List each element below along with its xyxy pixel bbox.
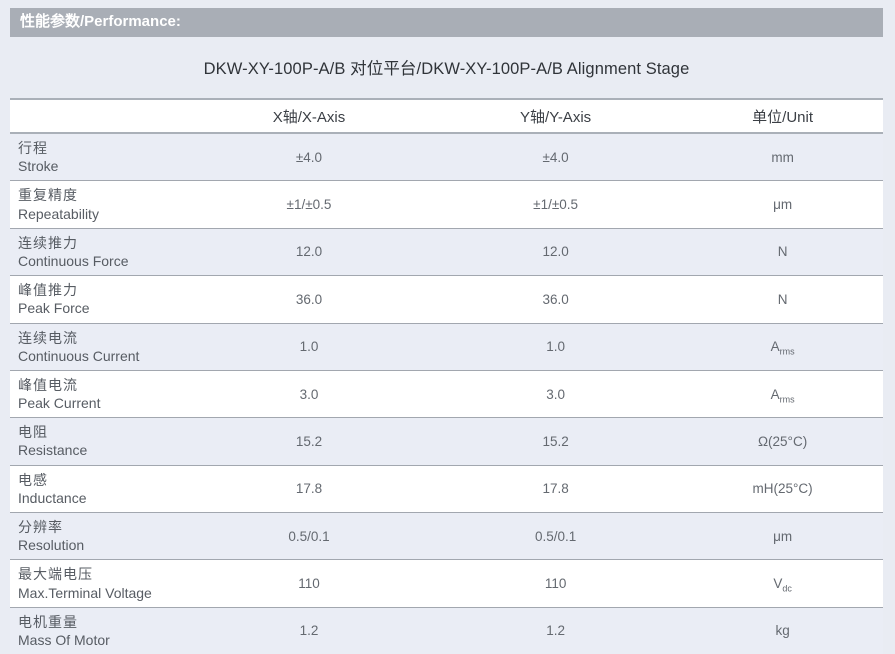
table-row: 电感 Inductance 17.8 17.8 mH(25°C) — [10, 464, 883, 513]
unit-text: μm — [773, 197, 793, 213]
x-axis-value-cell: 15.2 — [188, 417, 430, 466]
column-header-y-axis: Y轴/Y-Axis — [429, 98, 683, 134]
y-axis-value-cell: 1.0 — [429, 322, 683, 371]
parameter-name-zh: 连续电流 — [18, 329, 78, 346]
x-axis-value-cell: 36.0 — [188, 275, 430, 323]
y-axis-value-cell: 110 — [429, 559, 683, 608]
parameter-name-cell: 行程 Stroke — [10, 132, 189, 181]
table-row: 分辨率 Resolution 0.5/0.1 0.5/0.1 μm — [10, 511, 883, 560]
parameter-name-en: Peak Force — [18, 300, 90, 317]
table-row: 连续推力 Continuous Force 12.0 12.0 N — [10, 227, 883, 276]
table-row: 重复精度 Repeatability ±1/±0.5 ±1/±0.5 μm — [10, 180, 883, 229]
parameter-name-cell: 分辨率 Resolution — [10, 511, 189, 560]
unit-subscript: dc — [782, 583, 792, 594]
parameter-name-zh: 电阻 — [18, 424, 48, 441]
column-header-x-axis: X轴/X-Axis — [188, 98, 430, 134]
unit-cell: Arms — [682, 322, 883, 371]
x-axis-value-cell: ±1/±0.5 — [188, 180, 430, 229]
parameter-name-cell: 连续电流 Continuous Current — [10, 322, 189, 371]
table-row: 连续电流 Continuous Current 1.0 1.0 Arms — [10, 322, 883, 371]
unit-text: A — [770, 386, 780, 402]
unit-cell: mH(25°C) — [682, 464, 883, 513]
y-axis-value-cell: 12.0 — [429, 227, 683, 276]
parameter-name-cell: 连续推力 Continuous Force — [10, 227, 189, 276]
parameter-name-en: Continuous Force — [18, 252, 129, 269]
parameter-name-zh: 峰值推力 — [18, 282, 78, 299]
column-header-unit: 单位/Unit — [682, 98, 883, 134]
parameter-name-en: Resistance — [18, 442, 88, 459]
parameter-name-en: Stroke — [18, 158, 59, 175]
table-header: X轴/X-Axis Y轴/Y-Axis 单位/Unit — [10, 98, 883, 134]
table-row: 峰值推力 Peak Force 36.0 36.0 N — [10, 275, 883, 323]
unit-subscript: rms — [779, 394, 795, 405]
y-axis-value-cell: ±1/±0.5 — [429, 180, 683, 229]
y-axis-value-cell: 36.0 — [429, 275, 683, 323]
y-axis-value-cell: 17.8 — [429, 464, 683, 513]
table-row: 电阻 Resistance 15.2 15.2 Ω(25°C) — [10, 417, 883, 466]
unit-text: Ω(25°C) — [757, 433, 808, 449]
parameter-name-cell: 电阻 Resistance — [10, 417, 189, 466]
column-header-parameter — [10, 98, 189, 134]
x-axis-value-cell: 3.0 — [188, 369, 430, 418]
table-row: 行程 Stroke ±4.0 ±4.0 mm — [10, 132, 883, 181]
unit-cell: N — [682, 227, 883, 276]
parameter-name-zh: 电感 — [18, 471, 48, 488]
parameter-name-zh: 最大端电压 — [18, 566, 93, 583]
parameter-name-en: Continuous Current — [18, 347, 140, 364]
x-axis-value-cell: 17.8 — [188, 464, 430, 513]
x-axis-value-cell: 1.0 — [188, 322, 430, 371]
parameter-name-en: Resolution — [18, 537, 85, 554]
unit-cell: μm — [682, 180, 883, 229]
parameter-name-en: Inductance — [18, 489, 87, 506]
unit-cell: N — [682, 275, 883, 323]
x-axis-value-cell: 0.5/0.1 — [188, 511, 430, 560]
parameter-name-zh: 连续推力 — [18, 234, 78, 251]
parameter-name-zh: 行程 — [18, 140, 48, 156]
unit-cell: Vdc — [682, 559, 883, 608]
y-axis-value-cell: ±4.0 — [429, 132, 683, 181]
parameter-name-en: Repeatability — [18, 205, 99, 222]
table-header-row: X轴/X-Axis Y轴/Y-Axis 单位/Unit — [10, 98, 883, 134]
section-header-bar: 性能参数/Performance: — [10, 8, 883, 37]
unit-text: N — [777, 291, 788, 307]
unit-text: μm — [773, 528, 793, 544]
parameter-name-cell: 最大端电压 Max.Terminal Voltage — [10, 559, 189, 608]
unit-subscript: rms — [779, 346, 795, 357]
performance-spec-table: X轴/X-Axis Y轴/Y-Axis 单位/Unit 行程 Stroke ±4… — [10, 98, 883, 654]
parameter-name-cell: 峰值推力 Peak Force — [10, 275, 189, 323]
y-axis-value-cell: 3.0 — [429, 369, 683, 418]
unit-cell: Arms — [682, 369, 883, 418]
parameter-name-zh: 重复精度 — [18, 187, 78, 204]
parameter-name-cell: 峰值电流 Peak Current — [10, 369, 189, 418]
table-title: DKW-XY-100P-A/B 对位平台/DKW-XY-100P-A/B Ali… — [203, 60, 690, 78]
unit-text: V — [773, 576, 783, 592]
y-axis-value-cell: 0.5/0.1 — [429, 511, 683, 560]
unit-cell: Ω(25°C) — [682, 417, 883, 466]
parameter-name-zh: 峰值电流 — [18, 376, 78, 393]
parameter-name-en: Max.Terminal Voltage — [18, 584, 152, 601]
parameter-name-en: Mass Of Motor — [18, 631, 110, 648]
parameter-name-zh: 分辨率 — [18, 519, 63, 535]
parameter-name-cell: 重复精度 Repeatability — [10, 180, 189, 229]
table-row: 最大端电压 Max.Terminal Voltage 110 110 Vdc — [10, 559, 883, 608]
parameter-name-en: Peak Current — [18, 395, 101, 412]
unit-text: mm — [771, 149, 794, 165]
x-axis-value-cell: ±4.0 — [188, 132, 430, 181]
parameter-name-zh: 电机重量 — [18, 613, 78, 630]
x-axis-value-cell: 12.0 — [188, 227, 430, 276]
spec-table-body: 行程 Stroke ±4.0 ±4.0 mm 重复精度 Repeatabilit… — [10, 132, 883, 654]
x-axis-value-cell: 110 — [188, 559, 430, 608]
unit-text: A — [770, 339, 780, 355]
unit-text: N — [777, 244, 788, 260]
unit-cell: μm — [682, 511, 883, 560]
unit-cell: mm — [682, 132, 883, 181]
y-axis-value-cell: 15.2 — [429, 417, 683, 466]
unit-text: mH(25°C) — [752, 481, 813, 497]
table-row: 峰值电流 Peak Current 3.0 3.0 Arms — [10, 369, 883, 418]
parameter-name-cell: 电感 Inductance — [10, 464, 189, 513]
